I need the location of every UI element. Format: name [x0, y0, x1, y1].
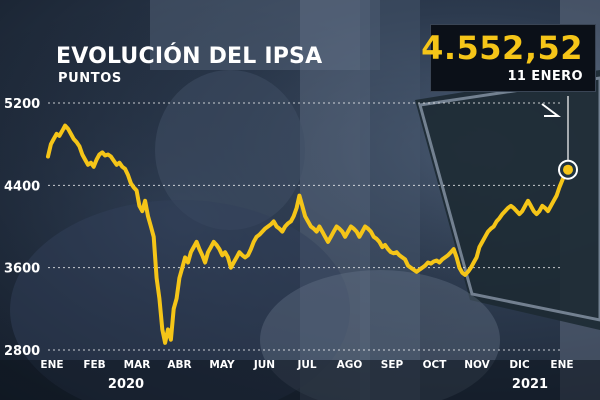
year-label: 2021 — [512, 377, 548, 392]
y-tick-label: 2800 — [4, 344, 40, 359]
x-tick-label: MAY — [209, 359, 235, 371]
chart-subtitle: PUNTOS — [58, 71, 122, 86]
x-tick-label: DIC — [509, 359, 530, 371]
y-tick-label: 4400 — [4, 179, 40, 194]
pointer-arrow-icon — [541, 103, 561, 117]
latest-value-box: 4.552,52 11 ENERO — [421, 24, 596, 92]
year-label: 2020 — [108, 377, 144, 392]
x-tick-label: OCT — [423, 359, 448, 371]
y-tick-label: 3600 — [4, 262, 40, 277]
x-tick-label: ABR — [167, 359, 191, 371]
last-point-dot — [563, 164, 573, 175]
chart-title: EVOLUCIÓN DEL IPSA — [56, 44, 323, 69]
x-tick-label: ENE — [40, 359, 63, 371]
x-tick-label: FEB — [83, 359, 105, 371]
x-tick-label: JUL — [296, 359, 316, 371]
x-tick-label: MAR — [124, 359, 151, 371]
x-tick-label: AGO — [337, 359, 363, 371]
ipsa-series-line — [46, 123, 570, 345]
x-tick-label: ENE — [550, 359, 573, 371]
y-tick-label: 5200 — [4, 97, 40, 112]
x-tick-label: SEP — [381, 359, 404, 371]
latest-date: 11 ENERO — [507, 69, 583, 84]
x-tick-label: JUN — [253, 359, 275, 371]
latest-value: 4.552,52 — [421, 29, 583, 67]
x-tick-label: NOV — [464, 359, 490, 371]
